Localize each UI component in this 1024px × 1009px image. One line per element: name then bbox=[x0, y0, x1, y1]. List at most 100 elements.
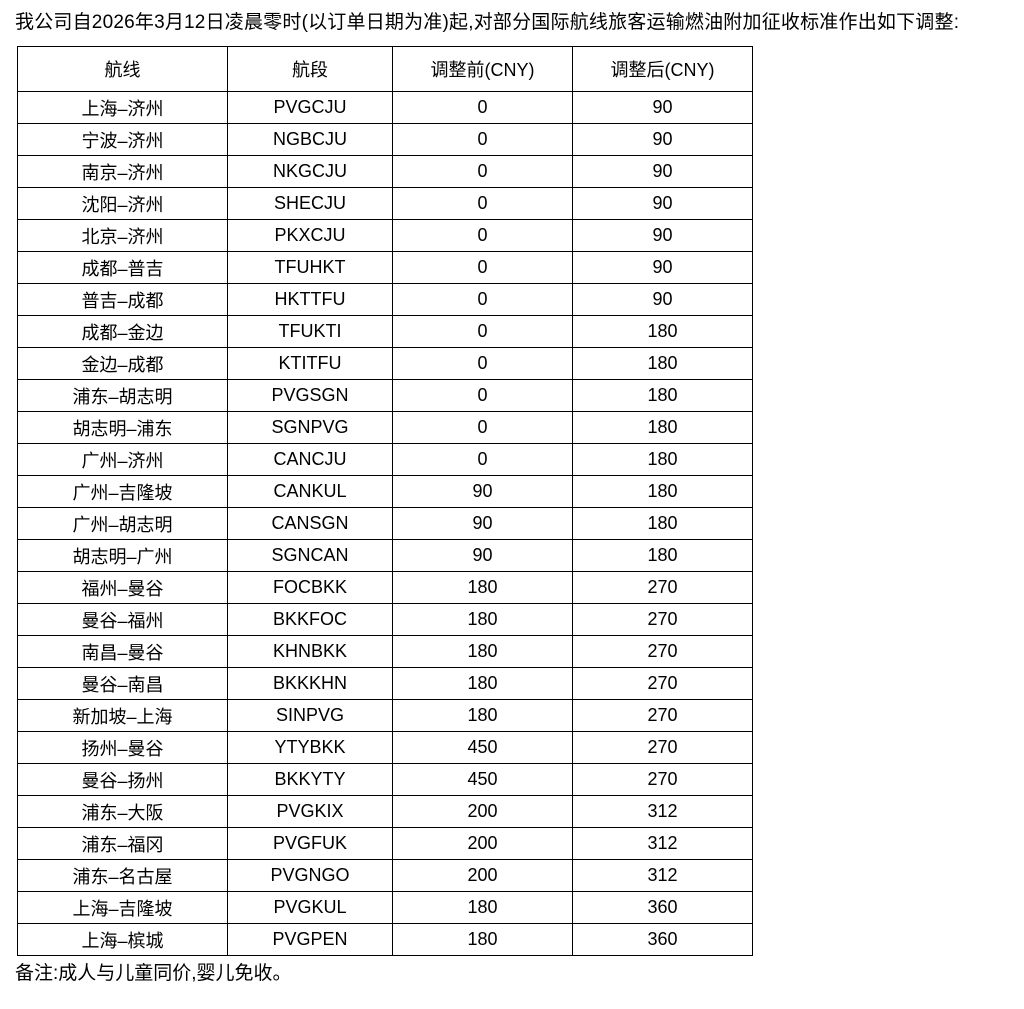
before-cell: 450 bbox=[392, 763, 573, 796]
table-row: 南昌–曼谷 KHNBKK 180 270 bbox=[17, 635, 753, 668]
after-cell: 270 bbox=[572, 635, 753, 668]
before-cell: 0 bbox=[392, 91, 573, 124]
segment-cell: CANKUL bbox=[227, 475, 393, 508]
table-row: 浦东–名古屋 PVGNGO 200 312 bbox=[17, 859, 753, 892]
route-cell: 成都–普吉 bbox=[17, 251, 228, 284]
after-cell: 312 bbox=[572, 859, 753, 892]
before-cell: 0 bbox=[392, 315, 573, 348]
segment-cell: FOCBKK bbox=[227, 571, 393, 604]
table-row: 成都–普吉 TFUHKT 0 90 bbox=[17, 251, 753, 284]
segment-cell: PKXCJU bbox=[227, 219, 393, 252]
route-cell: 浦东–胡志明 bbox=[17, 379, 228, 412]
route-cell: 宁波–济州 bbox=[17, 123, 228, 156]
column-header-after: 调整后(CNY) bbox=[572, 46, 753, 92]
route-cell: 广州–胡志明 bbox=[17, 507, 228, 540]
before-cell: 0 bbox=[392, 347, 573, 380]
route-cell: 曼谷–南昌 bbox=[17, 667, 228, 700]
table-row: 曼谷–南昌 BKKKHN 180 270 bbox=[17, 667, 753, 700]
segment-cell: CANSGN bbox=[227, 507, 393, 540]
route-cell: 广州–济州 bbox=[17, 443, 228, 476]
before-cell: 0 bbox=[392, 219, 573, 252]
table-row: 曼谷–福州 BKKFOC 180 270 bbox=[17, 603, 753, 636]
after-cell: 180 bbox=[572, 379, 753, 412]
after-cell: 180 bbox=[572, 411, 753, 444]
after-cell: 90 bbox=[572, 155, 753, 188]
table-row: 胡志明–浦东 SGNPVG 0 180 bbox=[17, 411, 753, 444]
route-cell: 福州–曼谷 bbox=[17, 571, 228, 604]
after-cell: 270 bbox=[572, 731, 753, 764]
segment-cell: KTITFU bbox=[227, 347, 393, 380]
before-cell: 200 bbox=[392, 859, 573, 892]
table-row: 浦东–福冈 PVGFUK 200 312 bbox=[17, 827, 753, 860]
after-cell: 90 bbox=[572, 91, 753, 124]
table-row: 广州–胡志明 CANSGN 90 180 bbox=[17, 507, 753, 540]
route-cell: 胡志明–浦东 bbox=[17, 411, 228, 444]
table-row: 新加坡–上海 SINPVG 180 270 bbox=[17, 699, 753, 732]
header-row: 航线 航段 调整前(CNY) 调整后(CNY) bbox=[17, 46, 753, 92]
route-cell: 新加坡–上海 bbox=[17, 699, 228, 732]
column-header-segment: 航段 bbox=[227, 46, 393, 92]
column-header-before: 调整前(CNY) bbox=[392, 46, 573, 92]
after-cell: 312 bbox=[572, 795, 753, 828]
route-cell: 浦东–大阪 bbox=[17, 795, 228, 828]
route-cell: 成都–金边 bbox=[17, 315, 228, 348]
segment-cell: NGBCJU bbox=[227, 123, 393, 156]
segment-cell: TFUHKT bbox=[227, 251, 393, 284]
segment-cell: BKKFOC bbox=[227, 603, 393, 636]
segment-cell: HKTTFU bbox=[227, 283, 393, 316]
before-cell: 0 bbox=[392, 187, 573, 220]
segment-cell: NKGCJU bbox=[227, 155, 393, 188]
before-cell: 0 bbox=[392, 123, 573, 156]
before-cell: 180 bbox=[392, 603, 573, 636]
route-cell: 上海–槟城 bbox=[17, 923, 228, 956]
after-cell: 360 bbox=[572, 923, 753, 956]
note-text: 备注:成人与儿童同价,婴儿免收。 bbox=[15, 963, 292, 984]
after-cell: 270 bbox=[572, 603, 753, 636]
table-row: 成都–金边 TFUKTI 0 180 bbox=[17, 315, 753, 348]
table-row: 北京–济州 PKXCJU 0 90 bbox=[17, 219, 753, 252]
segment-cell: PVGSGN bbox=[227, 379, 393, 412]
table-row: 南京–济州 NKGCJU 0 90 bbox=[17, 155, 753, 188]
after-cell: 270 bbox=[572, 763, 753, 796]
table-row: 上海–济州 PVGCJU 0 90 bbox=[17, 91, 753, 124]
route-cell: 广州–吉隆坡 bbox=[17, 475, 228, 508]
after-cell: 90 bbox=[572, 251, 753, 284]
before-cell: 180 bbox=[392, 699, 573, 732]
table-row: 浦东–大阪 PVGKIX 200 312 bbox=[17, 795, 753, 828]
table-row: 浦东–胡志明 PVGSGN 0 180 bbox=[17, 379, 753, 412]
after-cell: 180 bbox=[572, 507, 753, 540]
intro-text: 我公司自2026年3月12日凌晨零时(以订单日期为准)起,对部分国际航线旅客运输… bbox=[15, 12, 960, 33]
table-header: 航线 航段 调整前(CNY) 调整后(CNY) bbox=[17, 46, 753, 92]
before-cell: 180 bbox=[392, 571, 573, 604]
before-cell: 180 bbox=[392, 923, 573, 956]
route-cell: 胡志明–广州 bbox=[17, 539, 228, 572]
segment-cell: BKKKHN bbox=[227, 667, 393, 700]
after-cell: 270 bbox=[572, 571, 753, 604]
before-cell: 0 bbox=[392, 251, 573, 284]
before-cell: 0 bbox=[392, 411, 573, 444]
route-cell: 金边–成都 bbox=[17, 347, 228, 380]
before-cell: 180 bbox=[392, 635, 573, 668]
after-cell: 180 bbox=[572, 347, 753, 380]
segment-cell: YTYBKK bbox=[227, 731, 393, 764]
segment-cell: PVGPEN bbox=[227, 923, 393, 956]
before-cell: 180 bbox=[392, 667, 573, 700]
route-cell: 曼谷–扬州 bbox=[17, 763, 228, 796]
surcharge-table: 航线 航段 调整前(CNY) 调整后(CNY) 上海–济州 PVGCJU 0 90 宁波… bbox=[17, 46, 753, 956]
before-cell: 0 bbox=[392, 155, 573, 188]
before-cell: 200 bbox=[392, 827, 573, 860]
route-cell: 北京–济州 bbox=[17, 219, 228, 252]
before-cell: 200 bbox=[392, 795, 573, 828]
route-cell: 南京–济州 bbox=[17, 155, 228, 188]
after-cell: 360 bbox=[572, 891, 753, 924]
after-cell: 270 bbox=[572, 699, 753, 732]
segment-cell: KHNBKK bbox=[227, 635, 393, 668]
table-row: 上海–槟城 PVGPEN 180 360 bbox=[17, 923, 753, 956]
segment-cell: PVGCJU bbox=[227, 91, 393, 124]
before-cell: 450 bbox=[392, 731, 573, 764]
route-cell: 上海–济州 bbox=[17, 91, 228, 124]
table-row: 沈阳–济州 SHECJU 0 90 bbox=[17, 187, 753, 220]
after-cell: 180 bbox=[572, 443, 753, 476]
after-cell: 90 bbox=[572, 283, 753, 316]
